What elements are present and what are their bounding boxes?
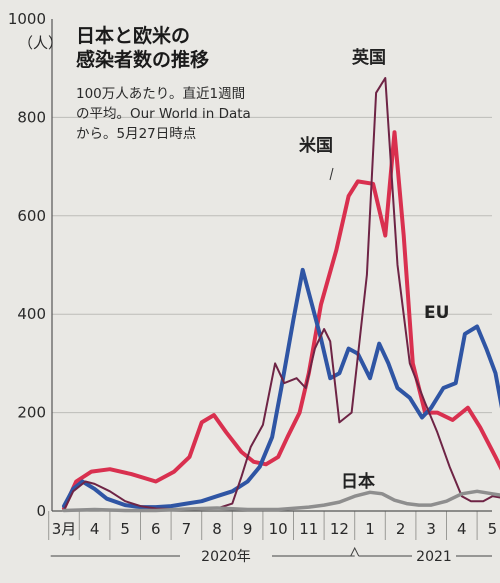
y-tick-label: 0 (36, 502, 46, 520)
series-label-us: 米国 (299, 135, 333, 156)
y-tick-label: 600 (17, 207, 46, 225)
x-tick-label: 8 (212, 520, 222, 538)
y-axis-unit: （人） (18, 34, 63, 52)
y-tick-label: 200 (17, 404, 46, 422)
x-tick-label: 4 (457, 520, 467, 538)
x-tick-label: 12 (330, 520, 349, 538)
chart-note-line-1: 100万人あたり。直近1週間 (76, 86, 245, 102)
year-label-2021: 2021 (416, 549, 452, 565)
series-label-uk: 英国 (352, 47, 386, 68)
x-tick-label: 10 (269, 520, 288, 538)
x-tick-label: 3 (426, 520, 436, 538)
chart-title-line-2: 感染者数の推移 (76, 48, 209, 71)
x-tick-label: 1 (365, 520, 375, 538)
year-label-2020: 2020年 (201, 549, 251, 565)
y-tick-label: 1000 (8, 10, 46, 28)
x-tick-label: 5 (488, 520, 498, 538)
x-tick-label: 2 (396, 520, 406, 538)
series-lines (62, 77, 500, 513)
x-tick-label: 3月 (52, 520, 77, 538)
year-divider (350, 546, 360, 557)
series-line-uk (63, 77, 500, 511)
series-label-jp: 日本 (341, 471, 375, 492)
x-tick-label: 5 (120, 520, 130, 538)
series-line-us (62, 130, 500, 511)
x-tick-label: 9 (243, 520, 253, 538)
series-line-jp (62, 489, 500, 513)
x-tick-label: 6 (151, 520, 161, 538)
us-label-leader (329, 167, 334, 181)
x-tick-label: 4 (90, 520, 100, 538)
y-tick-label: 800 (17, 108, 46, 126)
x-tick-label: 7 (182, 520, 192, 538)
x-tick-label: 11 (299, 520, 318, 538)
y-axis: 0 200 400 600 800 1000 (8, 10, 46, 520)
chart-note-line-2: の平均。Our World in Data (76, 106, 251, 122)
chart-note-line-3: から。5月27日時点 (76, 126, 196, 142)
chart-title-line-1: 日本と欧米の (76, 24, 190, 47)
y-tick-label: 400 (17, 305, 46, 323)
series-label-eu: EU (424, 303, 449, 323)
